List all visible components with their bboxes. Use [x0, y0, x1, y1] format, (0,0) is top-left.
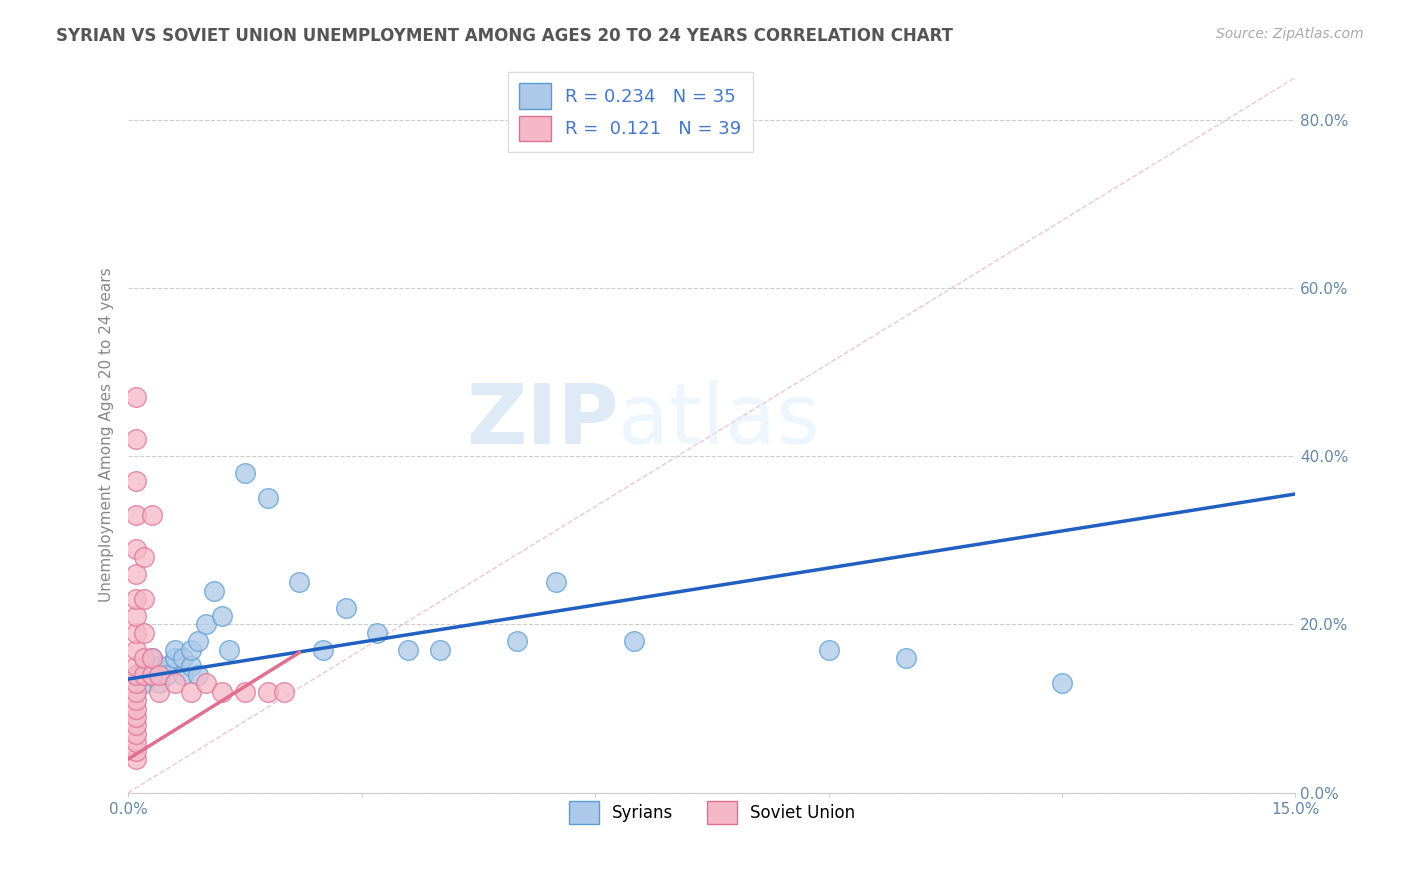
Point — [1050, 676, 1073, 690]
Point — [125, 693, 148, 707]
Point — [506, 634, 529, 648]
Point — [125, 743, 148, 757]
Point — [125, 659, 148, 673]
Point — [132, 651, 155, 665]
Y-axis label: Unemployment Among Ages 20 to 24 years: Unemployment Among Ages 20 to 24 years — [100, 268, 114, 602]
Point — [125, 668, 148, 682]
Point — [125, 710, 148, 724]
Text: ZIP: ZIP — [465, 380, 619, 461]
Point — [179, 642, 201, 657]
Point — [396, 642, 419, 657]
Point — [132, 550, 155, 565]
Point — [141, 651, 163, 665]
Point — [132, 668, 155, 682]
Point — [156, 659, 179, 673]
Legend: Syrians, Soviet Union: Syrians, Soviet Union — [558, 791, 865, 834]
Point — [125, 735, 148, 749]
Point — [125, 676, 148, 690]
Point — [132, 592, 155, 607]
Point — [125, 609, 148, 624]
Point — [163, 676, 186, 690]
Point — [132, 625, 155, 640]
Point — [546, 575, 568, 590]
Point — [125, 684, 148, 698]
Point — [125, 752, 148, 766]
Point — [125, 390, 148, 404]
Point — [187, 668, 209, 682]
Text: Source: ZipAtlas.com: Source: ZipAtlas.com — [1216, 27, 1364, 41]
Point — [141, 668, 163, 682]
Point — [148, 676, 170, 690]
Point — [125, 642, 148, 657]
Point — [141, 508, 163, 522]
Point — [273, 684, 295, 698]
Point — [429, 642, 451, 657]
Point — [125, 432, 148, 446]
Point — [233, 684, 256, 698]
Point — [148, 684, 170, 698]
Point — [195, 617, 218, 632]
Point — [172, 668, 194, 682]
Point — [125, 668, 148, 682]
Point — [148, 668, 170, 682]
Point — [211, 609, 233, 624]
Point — [195, 676, 218, 690]
Point — [163, 642, 186, 657]
Point — [896, 651, 918, 665]
Point — [335, 600, 357, 615]
Point — [125, 541, 148, 556]
Point — [218, 642, 240, 657]
Point — [125, 475, 148, 489]
Point — [125, 727, 148, 741]
Point — [257, 684, 280, 698]
Point — [163, 651, 186, 665]
Point — [233, 466, 256, 480]
Point — [148, 659, 170, 673]
Text: atlas: atlas — [619, 380, 820, 461]
Point — [257, 491, 280, 505]
Point — [172, 651, 194, 665]
Point — [211, 684, 233, 698]
Point — [132, 676, 155, 690]
Point — [179, 659, 201, 673]
Point — [288, 575, 311, 590]
Point — [125, 718, 148, 732]
Point — [125, 625, 148, 640]
Point — [141, 651, 163, 665]
Point — [141, 668, 163, 682]
Point — [125, 701, 148, 715]
Point — [156, 668, 179, 682]
Text: SYRIAN VS SOVIET UNION UNEMPLOYMENT AMONG AGES 20 TO 24 YEARS CORRELATION CHART: SYRIAN VS SOVIET UNION UNEMPLOYMENT AMON… — [56, 27, 953, 45]
Point — [125, 566, 148, 581]
Point — [817, 642, 839, 657]
Point — [202, 583, 225, 598]
Point — [125, 592, 148, 607]
Point — [132, 659, 155, 673]
Point — [179, 684, 201, 698]
Point — [187, 634, 209, 648]
Point — [623, 634, 645, 648]
Point — [366, 625, 388, 640]
Point — [312, 642, 335, 657]
Point — [125, 508, 148, 522]
